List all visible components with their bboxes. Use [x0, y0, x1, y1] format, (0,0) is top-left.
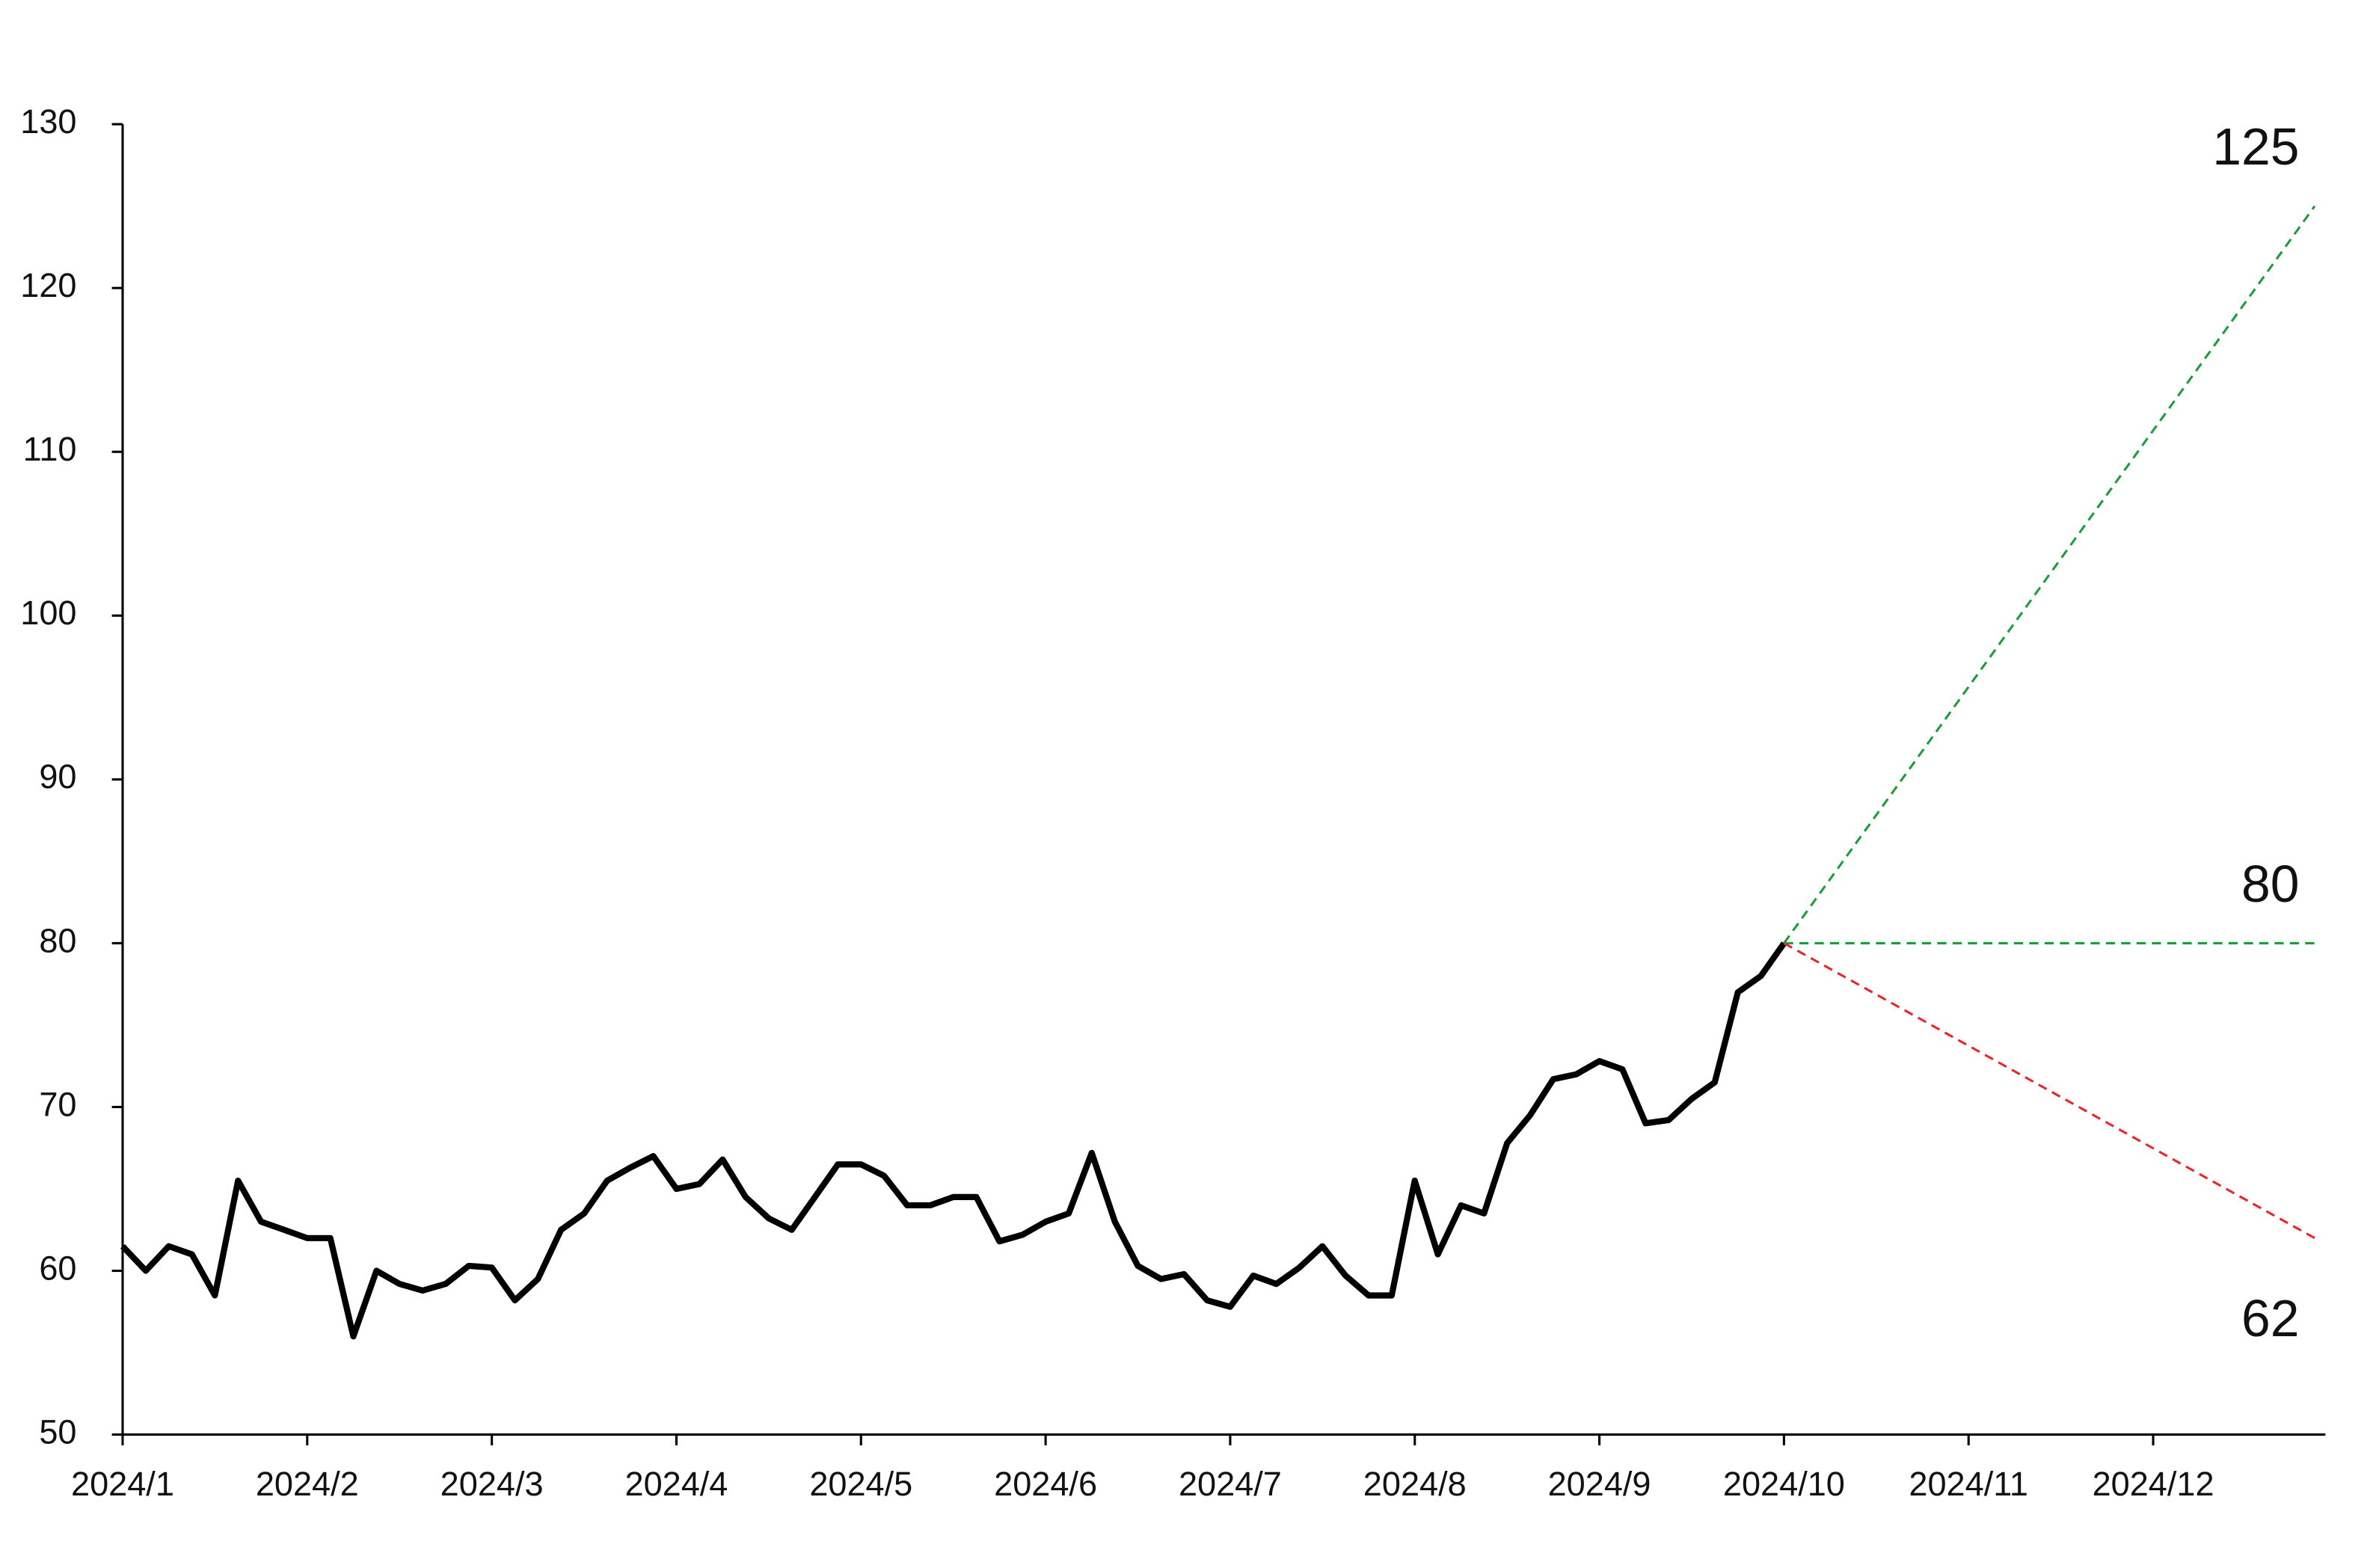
x-tick-label: 2024/6 — [994, 1465, 1097, 1503]
y-tick-label: 70 — [39, 1085, 76, 1123]
projection-line — [1783, 205, 2316, 944]
x-tick-label: 2024/7 — [1179, 1465, 1282, 1503]
y-tick-label: 100 — [20, 594, 76, 632]
x-tick-label: 2024/11 — [1909, 1465, 2028, 1503]
x-tick-label: 2024/10 — [1723, 1465, 1845, 1503]
y-tick-label: 130 — [20, 102, 76, 141]
y-tick-label: 110 — [23, 430, 77, 468]
x-tick-label: 2024/5 — [809, 1465, 912, 1503]
projection-label: 125 — [2212, 117, 2299, 176]
x-tick-label: 2024/12 — [2093, 1465, 2214, 1503]
y-tick-label: 50 — [39, 1412, 76, 1451]
x-tick-label: 2024/2 — [256, 1465, 359, 1503]
projection-label: 62 — [2241, 1289, 2300, 1347]
y-tick-label: 80 — [39, 921, 76, 959]
projection-label: 80 — [2241, 855, 2300, 913]
y-tick-label: 90 — [39, 757, 76, 796]
x-tick-label: 2024/8 — [1363, 1465, 1467, 1503]
y-tick-label: 120 — [20, 266, 76, 304]
x-tick-label: 2024/1 — [71, 1465, 174, 1503]
projection-line — [1783, 942, 2315, 1240]
y-tick-label: 60 — [39, 1249, 76, 1287]
price-line — [120, 941, 1787, 1340]
x-tick-label: 2024/3 — [440, 1465, 544, 1503]
x-tick-label: 2024/4 — [625, 1465, 728, 1503]
x-tick-label: 2024/9 — [1548, 1465, 1651, 1503]
